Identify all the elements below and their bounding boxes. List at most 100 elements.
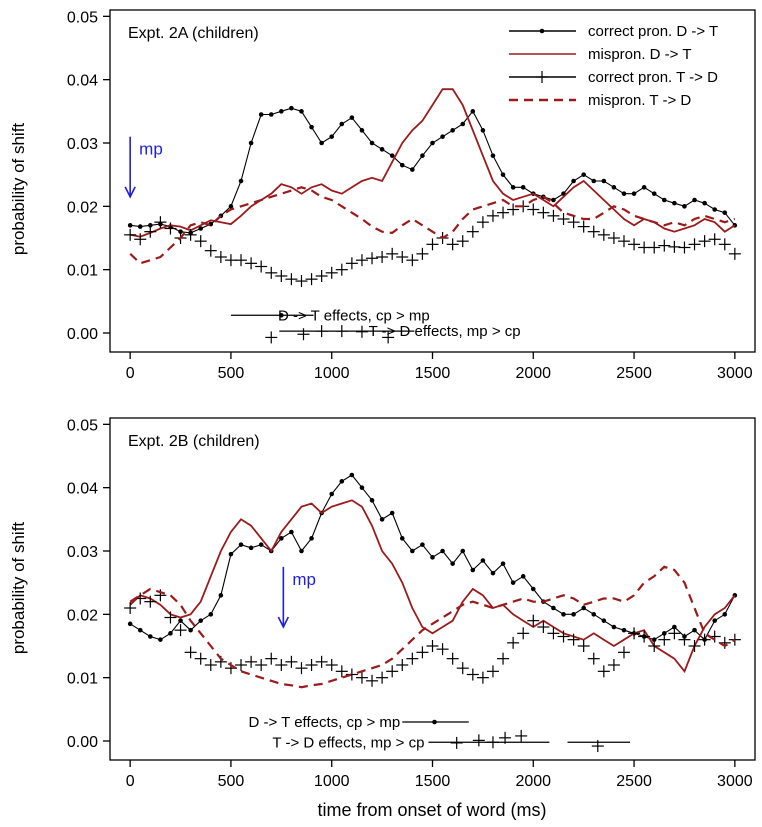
- data-point: [305, 659, 318, 671]
- data-point: [617, 646, 630, 659]
- x-tick-label: 1000: [314, 365, 350, 382]
- data-point: [359, 128, 365, 133]
- data-point: [349, 472, 355, 478]
- series-line: [129, 186, 736, 265]
- data-point: [661, 631, 667, 636]
- data-point: [396, 251, 409, 263]
- data-point: [184, 646, 197, 659]
- data-point: [497, 652, 510, 665]
- data-point: [188, 627, 193, 633]
- data-point: [389, 510, 395, 516]
- effect-point: [297, 328, 310, 341]
- data-point: [228, 551, 234, 557]
- data-point: [520, 185, 526, 190]
- data-point: [728, 247, 741, 260]
- data-point: [245, 257, 258, 270]
- data-point: [591, 178, 597, 184]
- data-point: [325, 659, 338, 671]
- effect-center: [432, 719, 437, 725]
- series-mispron-d-t: [130, 88, 736, 238]
- data-point: [289, 105, 294, 111]
- data-point: [581, 172, 586, 177]
- data-point: [571, 178, 576, 184]
- x-tick-label: 2500: [616, 773, 652, 790]
- data-point: [265, 652, 278, 665]
- legend-marker: [536, 71, 548, 83]
- data-point: [456, 662, 469, 675]
- data-point: [204, 659, 217, 671]
- data-point: [692, 627, 697, 633]
- data-point: [672, 624, 677, 630]
- x-tick-label: 0: [126, 365, 135, 382]
- data-point: [315, 270, 328, 282]
- data-point: [557, 213, 570, 225]
- data-point: [265, 266, 278, 279]
- data-point: [621, 191, 627, 196]
- data-point: [708, 233, 721, 246]
- series-mispron-t-d: [129, 186, 736, 265]
- x-tick-label: 500: [218, 365, 245, 382]
- data-point: [507, 636, 520, 649]
- data-point: [718, 238, 731, 251]
- data-point: [164, 222, 177, 235]
- data-point: [537, 621, 550, 633]
- data-point: [678, 633, 691, 646]
- plot-frame: [109, 417, 756, 761]
- x-tick-label: 2500: [616, 365, 652, 382]
- data-point: [617, 235, 630, 248]
- data-point: [289, 529, 294, 535]
- data-point: [214, 251, 227, 263]
- data-point: [144, 225, 157, 238]
- legend-item: mispron. T -> D: [509, 92, 691, 109]
- effect-center: [279, 312, 284, 318]
- data-point: [386, 665, 399, 678]
- data-point: [638, 241, 651, 254]
- x-tick-label: 1500: [415, 773, 451, 790]
- effects-layer: D -> T effects, cp > mp T -> D effects, m…: [249, 714, 631, 753]
- data-point: [137, 627, 143, 633]
- effect-bar: T -> D effects, mp > cp: [265, 323, 521, 344]
- data-point: [329, 491, 335, 497]
- data-point: [389, 153, 395, 158]
- data-point: [698, 633, 711, 646]
- legend-item: correct pron. D -> T: [509, 23, 718, 40]
- data-point: [184, 228, 197, 241]
- data-point: [470, 567, 476, 573]
- effect-bar: T -> D effects, mp > cp: [272, 729, 631, 753]
- effect-bar: D -> T effects, cp > mp: [230, 307, 430, 324]
- annotation-layer: mp: [277, 566, 316, 629]
- data-point: [164, 611, 177, 624]
- data-point: [218, 593, 224, 598]
- data-point: [248, 140, 254, 146]
- y-tick-label: 0.00: [67, 326, 98, 343]
- annotation-label: mp: [139, 140, 163, 159]
- effect-label: D -> T effects, cp > mp: [278, 307, 430, 324]
- x-tick-label: 1000: [314, 773, 350, 790]
- down-arrow-icon: [277, 616, 290, 629]
- data-point: [366, 252, 379, 265]
- effect-point: [499, 731, 512, 744]
- data-point: [631, 191, 637, 196]
- effect-point: [265, 331, 278, 344]
- data-point: [238, 542, 244, 547]
- data-point: [436, 643, 449, 656]
- data-point: [168, 631, 173, 636]
- x-tick-label: 500: [218, 773, 245, 790]
- data-point: [638, 630, 651, 643]
- data-point: [376, 251, 389, 263]
- data-point: [476, 216, 489, 229]
- data-point: [692, 197, 697, 203]
- effect-point: [591, 740, 604, 753]
- data-point: [611, 624, 617, 630]
- panel-expt-2a: Expt. 2A (children) correct pron. D -> T…: [9, 9, 756, 382]
- panel-expt-2b: Expt. 2B (children) D -> T effects, cp >…: [9, 417, 756, 790]
- data-point: [527, 614, 540, 627]
- data-point: [399, 536, 405, 541]
- y-axis: 0.00 0.01 0.02 0.03 0.04 0.05: [67, 417, 110, 751]
- data-point: [279, 109, 284, 114]
- data-point: [621, 627, 627, 633]
- data-point: [158, 637, 163, 642]
- data-point: [688, 238, 701, 251]
- data-point: [567, 216, 580, 229]
